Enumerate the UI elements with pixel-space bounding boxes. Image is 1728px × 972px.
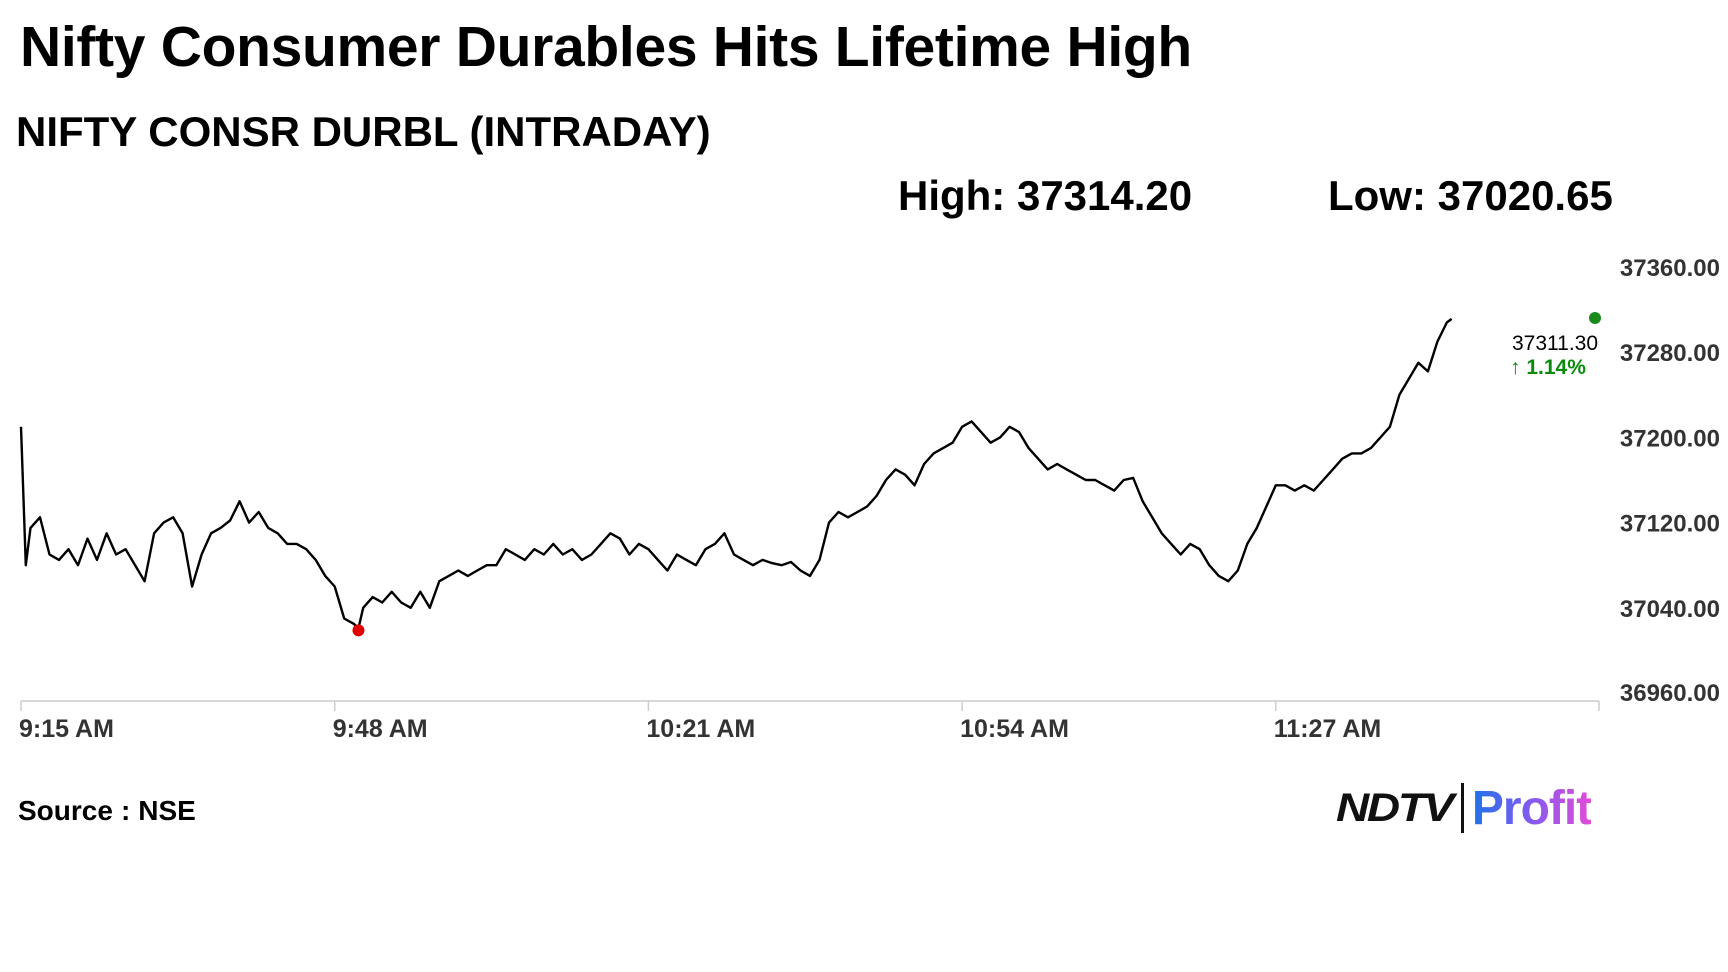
source-separator: : <box>120 795 131 826</box>
high-value: 37314.20 <box>1016 172 1193 219</box>
x-tick-label: 9:48 AM <box>333 715 428 743</box>
ndtv-profit-logo: NDTV Profit <box>1336 778 1592 838</box>
y-tick-label: 36960.00 <box>1620 680 1720 707</box>
high-label: High: <box>898 172 1006 219</box>
logo-divider <box>1460 783 1464 833</box>
ndtv-wordmark: NDTV <box>1336 785 1454 830</box>
high-stat: High: 37314.20 <box>898 172 1192 220</box>
x-tick-label: 11:27 AM <box>1274 715 1381 743</box>
x-tick-label: 9:15 AM <box>19 715 114 743</box>
source-value: NSE <box>138 795 196 826</box>
high-point-marker <box>1589 312 1601 324</box>
source-label: Source <box>18 795 113 826</box>
y-tick-label: 37040.00 <box>1620 596 1720 623</box>
source-note: Source: NSE <box>18 795 196 827</box>
profit-wordmark: Profit <box>1471 781 1592 835</box>
chart-subtitle: NIFTY CONSR DURBL (INTRADAY) <box>16 108 711 155</box>
last-value-label: 37311.30 <box>1512 332 1598 355</box>
low-label: Low: <box>1328 172 1426 219</box>
x-tick-label: 10:21 AM <box>646 715 755 743</box>
y-tick-label: 37280.00 <box>1620 340 1720 367</box>
low-point-marker <box>352 624 365 637</box>
headline: Nifty Consumer Durables Hits Lifetime Hi… <box>20 15 1192 79</box>
low-value: 37020.65 <box>1437 172 1613 219</box>
change-percent-label: ↑ 1.14% <box>1510 356 1586 379</box>
y-tick-label: 37360.00 <box>1620 255 1720 282</box>
price-series-line <box>19 317 1453 630</box>
x-tick-label: 10:54 AM <box>960 715 1069 743</box>
y-tick-label: 37200.00 <box>1620 425 1720 452</box>
intraday-line-chart: 36960.00 37040.00 37120.00 37200.00 37280.00… <box>19 255 1720 743</box>
y-tick-label: 37120.00 <box>1620 511 1720 538</box>
low-stat: Low: 37020.65 <box>1328 172 1613 220</box>
